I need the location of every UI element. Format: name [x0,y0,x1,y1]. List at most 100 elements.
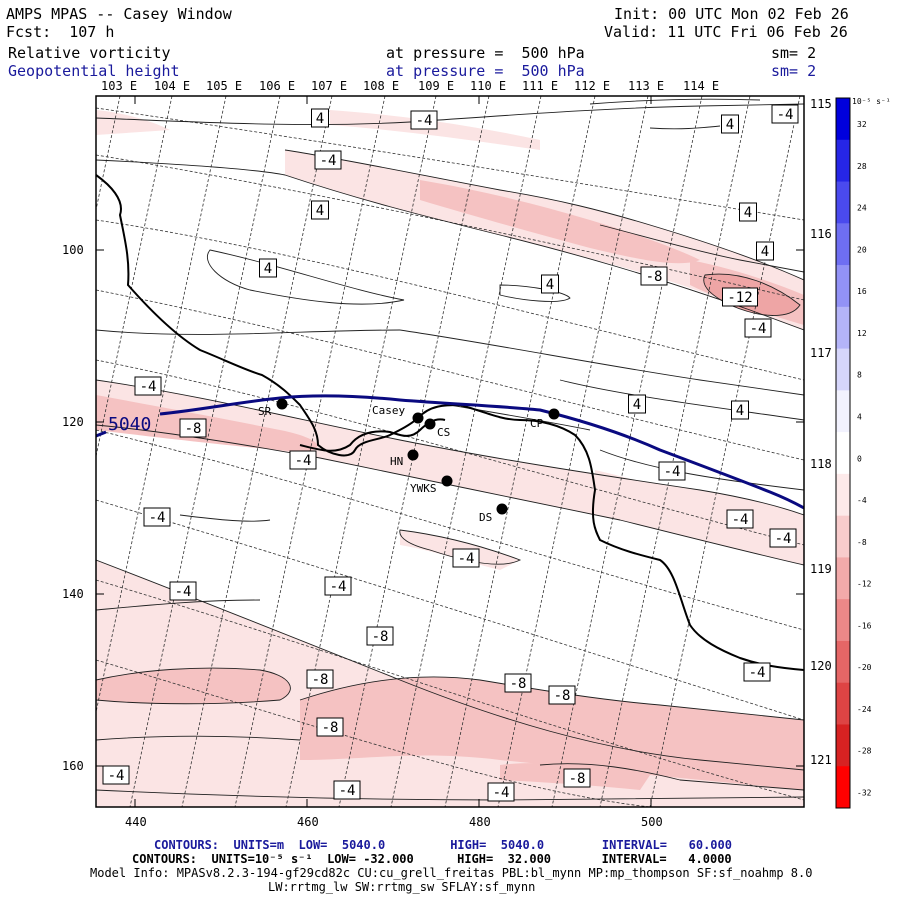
plot-frame [95,95,805,808]
svg-text:-8: -8 [312,672,329,688]
vorticity-contour-label: -8 [366,626,394,646]
vorticity-contour-label: 4 [731,400,749,420]
footer-height-contours: CONTOURS: UNITS=m LOW= 5040.0 HIGH= 5040… [154,838,732,852]
vorticity-contour-label: 4 [739,202,757,222]
colorbar-segment [836,724,850,767]
svg-text:4: 4 [316,203,324,219]
vorticity-contour-label: 4 [541,274,559,294]
axis-ticks [96,96,804,807]
colorbar-label: 28 [857,162,867,171]
vorticity-contour-label: -8 [316,717,344,737]
svg-text:-8: -8 [322,720,339,736]
svg-text:-4: -4 [749,665,766,681]
svg-text:-4: -4 [664,464,681,480]
lon-label-top: 109 E [418,79,454,93]
colorbar-segment [836,223,850,266]
x-tick-label: 460 [297,815,319,829]
colorbar-label: -32 [857,788,872,797]
colorbar-segment [836,599,850,642]
init-time: Init: 00 UTC Mon 02 Feb 26 [614,5,849,23]
svg-text:-4: -4 [140,379,157,395]
svg-text:-4: -4 [493,785,510,801]
svg-text:-8: -8 [646,269,663,285]
x-tick-label: 480 [469,815,491,829]
lon-label-top: 112 E [574,79,610,93]
vorticity-contour-label: -4 [726,509,754,529]
colorbar-segment [836,682,850,725]
svg-text:-8: -8 [569,771,586,787]
vorticity-contour-label: -4 [410,110,438,130]
svg-text:-4: -4 [149,510,166,526]
svg-text:-4: -4 [320,153,337,169]
svg-text:-4: -4 [732,512,749,528]
svg-text:-4: -4 [108,768,125,784]
station-sr: SR [258,398,288,418]
colorbar-segment [836,98,850,141]
station-label: Casey [372,404,405,417]
colorbar-label: -12 [857,580,872,589]
station-ywks: YWKS [410,475,453,495]
x-tick-label: 440 [125,815,147,829]
colorbar-label: -20 [857,663,872,672]
lon-label-top: 110 E [470,79,506,93]
colorbar-segment [836,265,850,308]
vorticity-contour-label: -4 [314,150,342,170]
station-label: DS [479,511,492,524]
vorticity-contour-label: 4 [628,394,646,414]
station-label: CS [437,426,450,439]
forecast-hour: Fcst: 107 h [6,23,115,41]
colorbar-label: 32 [857,120,867,129]
height-contour-5040 [159,394,804,510]
colorbar-label: 20 [857,245,867,254]
y-tick-label: 140 [62,587,84,601]
svg-text:-4: -4 [295,453,312,469]
y-axis-labels: 100 120 140 160 [62,243,84,773]
vorticity-contour-label: -8 [640,266,668,286]
colorbar-label: -28 [857,747,872,756]
colorbar-segment [836,640,850,684]
vorticity-contour-label: 4 [756,241,774,261]
field1-smoothing: sm= 2 [771,44,817,62]
svg-text:4: 4 [546,277,554,293]
vorticity-contour-label: -4 [289,450,317,470]
colorbar-label: 16 [857,287,867,296]
y-tick-label: 100 [62,243,84,257]
top-longitude-labels: 103 E 104 E 105 E 106 E 107 E 108 E 109 E 110 E… [101,79,719,93]
svg-text:4: 4 [726,117,734,133]
colorbar-segment [836,766,850,809]
station-hn: HN [390,449,419,468]
field2-name: Geopotential height [8,62,180,80]
y-tick-label: 120 [62,415,84,429]
colorbar-label: -16 [857,621,872,630]
x-tick-label: 500 [641,815,663,829]
parallel-gridlines [96,107,804,807]
colorbar-segment [836,348,850,391]
colorbar-label: -24 [857,705,872,714]
vorticity-contour-label: -4 [134,376,162,396]
station-label: YWKS [410,482,437,495]
vorticity-contour-label: -4 [333,780,361,800]
vorticity-contour-label: -4 [102,765,130,785]
vorticity-contour-label: -4 [169,581,197,601]
vorticity-contour-label: -12 [722,287,758,307]
y-tick-label: 160 [62,759,84,773]
vorticity-contour-label: 4 [311,108,329,128]
vorticity-contour-label: -8 [306,669,334,689]
colorbar-segment [836,181,850,224]
colorbar-label: -8 [857,538,867,547]
lon-label-top: 113 E [628,79,664,93]
field2-level: at pressure = 500 hPa [386,62,585,80]
lon-label-top: 114 E [683,79,719,93]
field1-name: Relative vorticity [8,44,171,62]
vorticity-contour-label: -4 [771,104,799,124]
field1-level: at pressure = 500 hPa [386,44,585,62]
colorbar-segment [836,557,850,600]
lon-label-top: 107 E [311,79,347,93]
vorticity-contour-label: 4 [259,258,277,278]
svg-text:-4: -4 [175,584,192,600]
colorbar-label: 0 [857,454,862,463]
footer-vorticity-contours: CONTOURS: UNITS=10⁻⁵ s⁻¹ LOW= -32.000 HI… [132,852,732,866]
vorticity-contour-label: -8 [179,418,207,438]
svg-text:-4: -4 [750,321,767,337]
lon-label-top: 111 E [522,79,558,93]
